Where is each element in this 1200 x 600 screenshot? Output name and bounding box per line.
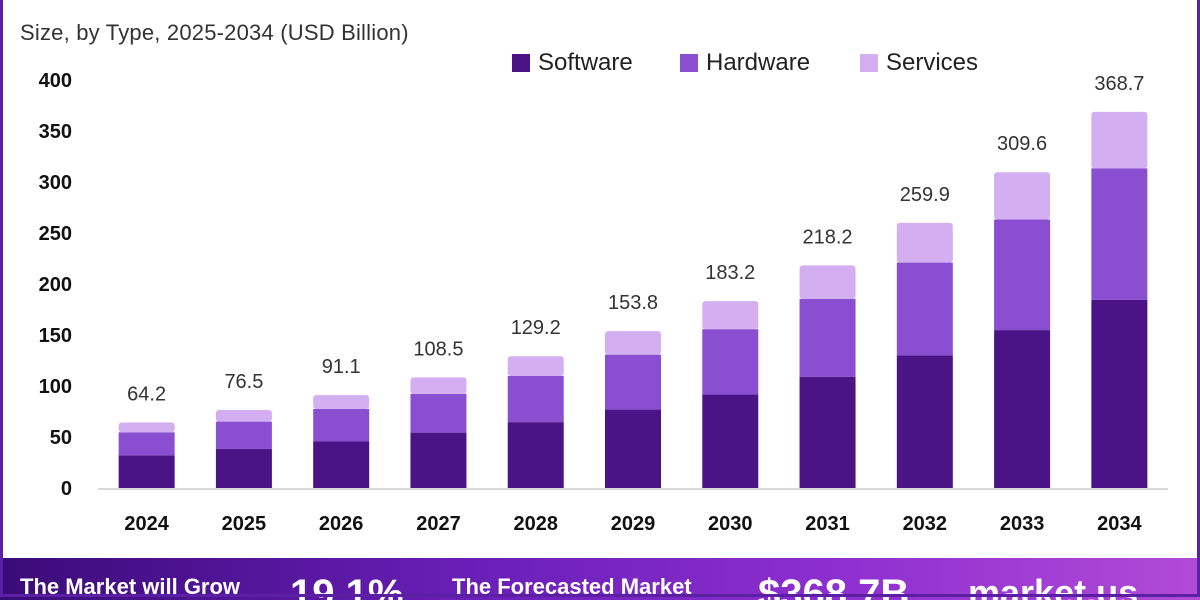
bar-segment-hardware	[896, 262, 953, 356]
bar-segment-software	[118, 455, 175, 488]
bar-segment-software	[994, 330, 1051, 488]
bar-segment-services	[313, 395, 370, 409]
bar-total-label: 76.5	[224, 371, 263, 393]
bar-segment-hardware	[702, 329, 759, 395]
bar-segment-services	[994, 172, 1051, 220]
bar-segment-software	[313, 441, 370, 488]
footer-grow-text: The Market will Grow	[20, 574, 241, 599]
y-tick-label: 400	[39, 70, 72, 92]
bar-segment-hardware	[994, 219, 1051, 331]
legend-swatch-software	[512, 54, 530, 72]
legend-label-software: Software	[538, 49, 633, 76]
bar-segment-software	[896, 355, 953, 488]
x-tick-label: 2027	[416, 513, 461, 535]
bar-segment-hardware	[313, 408, 370, 442]
bar-segment-services	[896, 222, 953, 263]
bar-segment-software	[605, 409, 661, 488]
bar-segment-software	[1091, 299, 1148, 488]
bar-segment-services	[1091, 111, 1148, 169]
x-tick-label: 2032	[903, 513, 948, 535]
x-tick-label: 2025	[222, 513, 267, 535]
bar-total-label: 368.7	[1094, 73, 1144, 95]
bar-segment-software	[702, 394, 759, 488]
footer-banner: The Market will Grow 19.1% The Forecaste…	[0, 558, 1200, 600]
bar-segment-services	[702, 301, 759, 330]
footer-forecast-value: $368.7B	[758, 572, 910, 600]
legend: Software Hardware Services	[512, 49, 978, 76]
bar-total-label: 129.2	[511, 317, 561, 339]
legend-swatch-hardware	[680, 54, 698, 72]
bar-total-label: 108.5	[413, 338, 463, 360]
y-tick-label: 250	[39, 223, 72, 245]
x-axis: 2024 2025 2026 2027 2028 2029 2030 2031 2032 2033…	[124, 513, 1142, 535]
total-labels: 64.2 76.5 91.1 108.5 129.2 153.8 183.2 218.2 259…	[127, 73, 1144, 406]
bar-segment-software	[410, 432, 467, 488]
y-tick-label: 350	[39, 121, 72, 143]
bar-segment-hardware	[118, 432, 175, 456]
bar-total-label: 259.9	[900, 184, 950, 206]
y-tick-label: 100	[39, 376, 72, 398]
x-tick-label: 2028	[513, 513, 558, 535]
x-tick-label: 2030	[708, 513, 753, 535]
footer-forecast-text: The Forecasted Market	[452, 574, 692, 599]
chart-subtitle: Size, by Type, 2025-2034 (USD Billion)	[20, 20, 409, 45]
legend-label-hardware: Hardware	[706, 49, 810, 76]
bar-total-label: 64.2	[127, 384, 166, 406]
footer-brand-logo: market.us	[968, 572, 1139, 600]
y-tick-label: 200	[39, 274, 72, 296]
stacked-bar-chart: Software Hardware Services 0 50 100 150 200 250…	[39, 49, 1168, 535]
bar-segment-software	[215, 448, 272, 488]
x-tick-label: 2029	[611, 513, 656, 535]
y-tick-label: 50	[50, 427, 72, 449]
footer-cagr-value: 19.1%	[290, 572, 404, 600]
bar-segment-services	[605, 331, 661, 355]
bar-segment-services	[215, 409, 272, 422]
bar-segment-hardware	[215, 421, 272, 449]
bar-total-label: 91.1	[322, 356, 361, 378]
y-tick-label: 0	[61, 478, 72, 500]
x-tick-label: 2034	[1097, 513, 1142, 535]
bars	[118, 111, 1148, 488]
bar-segment-software	[799, 376, 856, 488]
bar-segment-software	[507, 422, 564, 488]
bar-segment-hardware	[1091, 168, 1148, 300]
bar-segment-hardware	[410, 393, 467, 433]
bar-segment-services	[410, 377, 467, 394]
bar-segment-hardware	[605, 354, 661, 410]
bar-segment-hardware	[799, 298, 856, 377]
x-tick-label: 2033	[1000, 513, 1045, 535]
legend-label-services: Services	[886, 49, 978, 76]
bar-total-label: 153.8	[608, 292, 658, 314]
bar-total-label: 183.2	[705, 262, 755, 284]
x-tick-label: 2026	[319, 513, 364, 535]
y-tick-label: 300	[39, 172, 72, 194]
legend-swatch-services	[860, 54, 878, 72]
bar-total-label: 218.2	[803, 226, 853, 248]
x-tick-label: 2024	[124, 513, 169, 535]
bar-segment-hardware	[507, 376, 564, 423]
bar-segment-services	[799, 265, 856, 299]
y-axis: 0 50 100 150 200 250 300 350 400	[39, 70, 72, 500]
bar-segment-services	[118, 422, 175, 433]
y-tick-label: 150	[39, 325, 72, 347]
x-tick-label: 2031	[805, 513, 850, 535]
bar-total-label: 309.6	[997, 133, 1047, 155]
bar-segment-services	[507, 356, 564, 377]
